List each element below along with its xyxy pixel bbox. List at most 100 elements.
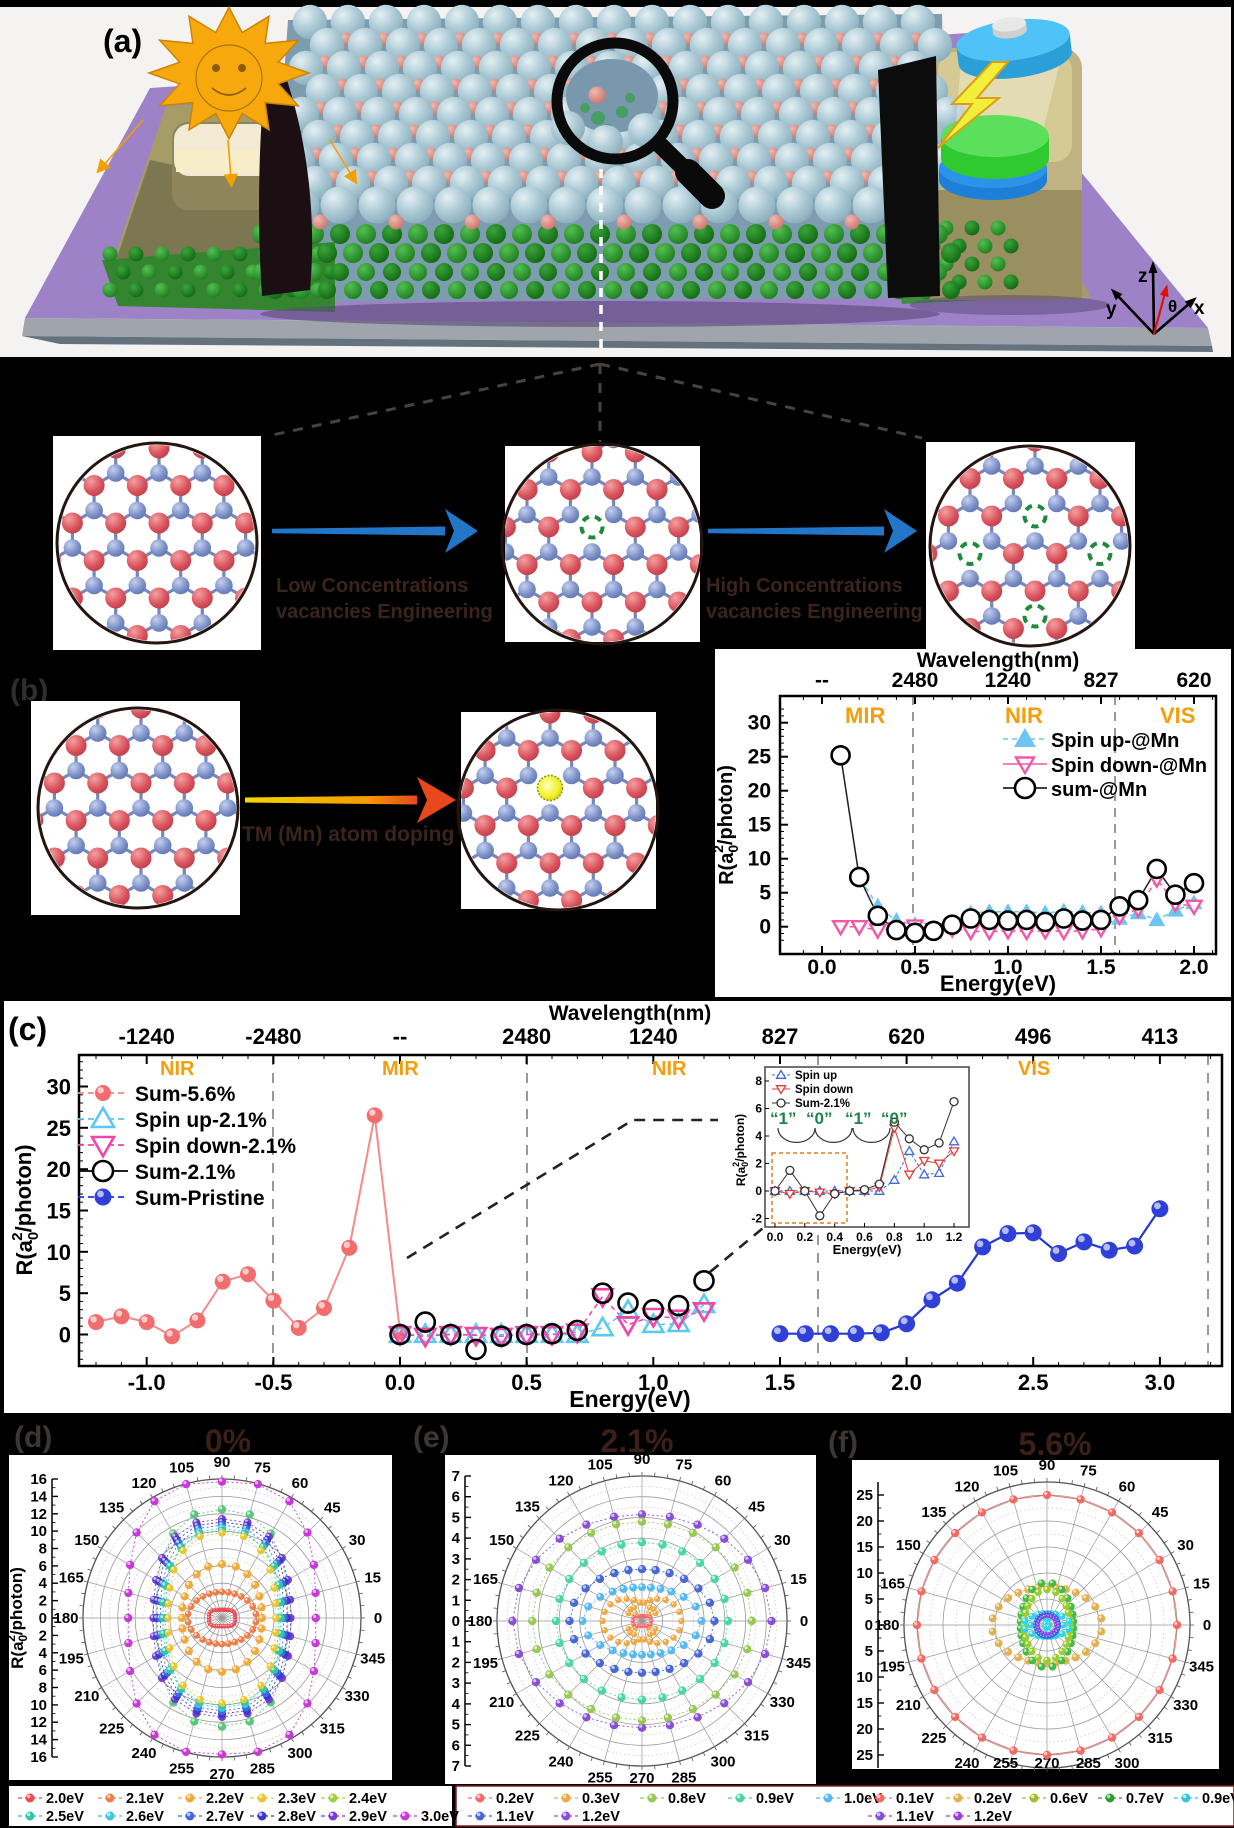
svg-text:6: 6	[39, 1662, 47, 1679]
svg-text:345: 345	[360, 1650, 385, 1667]
svg-text:150: 150	[896, 1537, 921, 1554]
svg-text:0.0: 0.0	[385, 1370, 416, 1395]
svg-text:270: 270	[209, 1766, 234, 1783]
svg-text:240: 240	[548, 1753, 573, 1770]
svg-text:(e): (e)	[413, 1421, 450, 1454]
svg-text:2.2eV: 2.2eV	[206, 1791, 244, 1807]
svg-text:20: 20	[856, 1721, 873, 1738]
svg-text:285: 285	[1076, 1755, 1101, 1772]
svg-text:7: 7	[452, 1468, 460, 1485]
svg-text:5: 5	[759, 882, 771, 905]
svg-text:Sum-2.1%: Sum-2.1%	[135, 1161, 236, 1184]
svg-text:1.2: 1.2	[946, 1230, 963, 1244]
svg-text:15: 15	[856, 1695, 873, 1712]
svg-text:0: 0	[59, 1323, 71, 1348]
svg-text:25: 25	[856, 1747, 873, 1764]
svg-text:12: 12	[30, 1714, 47, 1731]
svg-text:1.1eV: 1.1eV	[496, 1809, 534, 1825]
svg-text:“0”: “0”	[881, 1109, 907, 1128]
svg-text:2: 2	[39, 1593, 47, 1610]
svg-text:285: 285	[250, 1761, 275, 1778]
svg-text:Low Concentrations: Low Concentrations	[276, 575, 468, 597]
svg-text:240: 240	[131, 1745, 156, 1762]
svg-text:0.1eV: 0.1eV	[896, 1791, 934, 1807]
svg-text:2.4eV: 2.4eV	[349, 1791, 387, 1807]
svg-text:10: 10	[47, 1240, 71, 1265]
svg-text:(c): (c)	[8, 1011, 47, 1047]
svg-text:180: 180	[467, 1613, 492, 1630]
svg-text:Wavelength(nm): Wavelength(nm)	[549, 1002, 712, 1025]
svg-text:0.5: 0.5	[900, 956, 930, 979]
svg-text:25: 25	[856, 1487, 873, 1504]
svg-text:2.8eV: 2.8eV	[278, 1809, 316, 1825]
svg-text:“1”: “1”	[770, 1109, 796, 1128]
svg-text:Energy(eV): Energy(eV)	[940, 971, 1056, 996]
svg-text:300: 300	[287, 1745, 312, 1762]
svg-text:2480: 2480	[502, 1024, 551, 1049]
svg-text:60: 60	[715, 1473, 732, 1490]
svg-text:8: 8	[39, 1541, 47, 1558]
svg-text:15: 15	[790, 1571, 807, 1588]
svg-text:1.0eV: 1.0eV	[844, 1791, 882, 1807]
svg-text:1.0: 1.0	[916, 1230, 933, 1244]
svg-text:Spin up: Spin up	[795, 1070, 837, 1082]
svg-text:2.0: 2.0	[1179, 956, 1208, 979]
svg-text:3.0: 3.0	[1145, 1370, 1176, 1395]
svg-text:0.2: 0.2	[796, 1230, 813, 1244]
svg-text:4: 4	[39, 1645, 48, 1662]
svg-text:14: 14	[30, 1488, 47, 1505]
svg-text:10: 10	[30, 1697, 47, 1714]
svg-text:345: 345	[786, 1655, 811, 1672]
svg-text:90: 90	[214, 1454, 231, 1471]
svg-text:-1.0: -1.0	[128, 1370, 166, 1395]
svg-text:10: 10	[856, 1565, 873, 1582]
svg-text:0.7eV: 0.7eV	[1126, 1791, 1164, 1807]
svg-text:Energy(eV): Energy(eV)	[833, 1242, 902, 1257]
svg-text:30: 30	[774, 1532, 791, 1549]
svg-text:120: 120	[131, 1475, 156, 1492]
svg-text:NIR: NIR	[1005, 703, 1043, 728]
svg-text:135: 135	[921, 1504, 946, 1521]
svg-text:3.0eV: 3.0eV	[421, 1809, 459, 1825]
svg-text:180: 180	[874, 1617, 899, 1634]
svg-text:30: 30	[47, 1075, 71, 1100]
svg-text:90: 90	[1039, 1457, 1056, 1474]
svg-text:Spin down: Spin down	[795, 1084, 853, 1096]
svg-text:330: 330	[770, 1694, 795, 1711]
svg-text:4: 4	[755, 1129, 762, 1143]
svg-text:45: 45	[324, 1500, 341, 1517]
svg-text:165: 165	[59, 1570, 84, 1587]
svg-text:1.2eV: 1.2eV	[974, 1809, 1012, 1825]
svg-text:25: 25	[748, 746, 772, 769]
svg-text:5: 5	[59, 1281, 71, 1306]
svg-text:255: 255	[993, 1755, 1018, 1772]
svg-text:150: 150	[74, 1532, 99, 1549]
svg-text:High Concentrations: High Concentrations	[706, 575, 903, 597]
svg-text:1: 1	[452, 1592, 460, 1609]
svg-text:15: 15	[748, 814, 772, 837]
svg-text:210: 210	[896, 1697, 921, 1714]
svg-text:5.6%: 5.6%	[1019, 1426, 1092, 1462]
svg-text:15: 15	[47, 1199, 71, 1224]
svg-text:1240: 1240	[985, 669, 1032, 692]
svg-text:0.6eV: 0.6eV	[1050, 1791, 1088, 1807]
svg-text:Spin up-2.1%: Spin up-2.1%	[135, 1109, 267, 1132]
svg-text:300: 300	[1114, 1755, 1139, 1772]
svg-text:0.0: 0.0	[807, 956, 836, 979]
svg-text:210: 210	[74, 1688, 99, 1705]
svg-text:R(a02/photon): R(a02/photon)	[731, 1114, 750, 1186]
svg-text:0.3eV: 0.3eV	[582, 1791, 620, 1807]
svg-text:165: 165	[880, 1576, 905, 1593]
svg-text:0: 0	[755, 1184, 762, 1198]
svg-text:“0”: “0”	[806, 1109, 832, 1128]
svg-text:1.0: 1.0	[993, 956, 1022, 979]
svg-text:150: 150	[489, 1532, 514, 1549]
svg-text:0.8: 0.8	[886, 1230, 903, 1244]
svg-text:75: 75	[254, 1459, 271, 1476]
svg-text:270: 270	[629, 1770, 654, 1787]
svg-text:2480: 2480	[892, 669, 939, 692]
svg-text:195: 195	[880, 1658, 905, 1675]
svg-text:--: --	[393, 1024, 408, 1049]
svg-text:2.1eV: 2.1eV	[126, 1791, 164, 1807]
svg-text:1.0: 1.0	[638, 1370, 669, 1395]
